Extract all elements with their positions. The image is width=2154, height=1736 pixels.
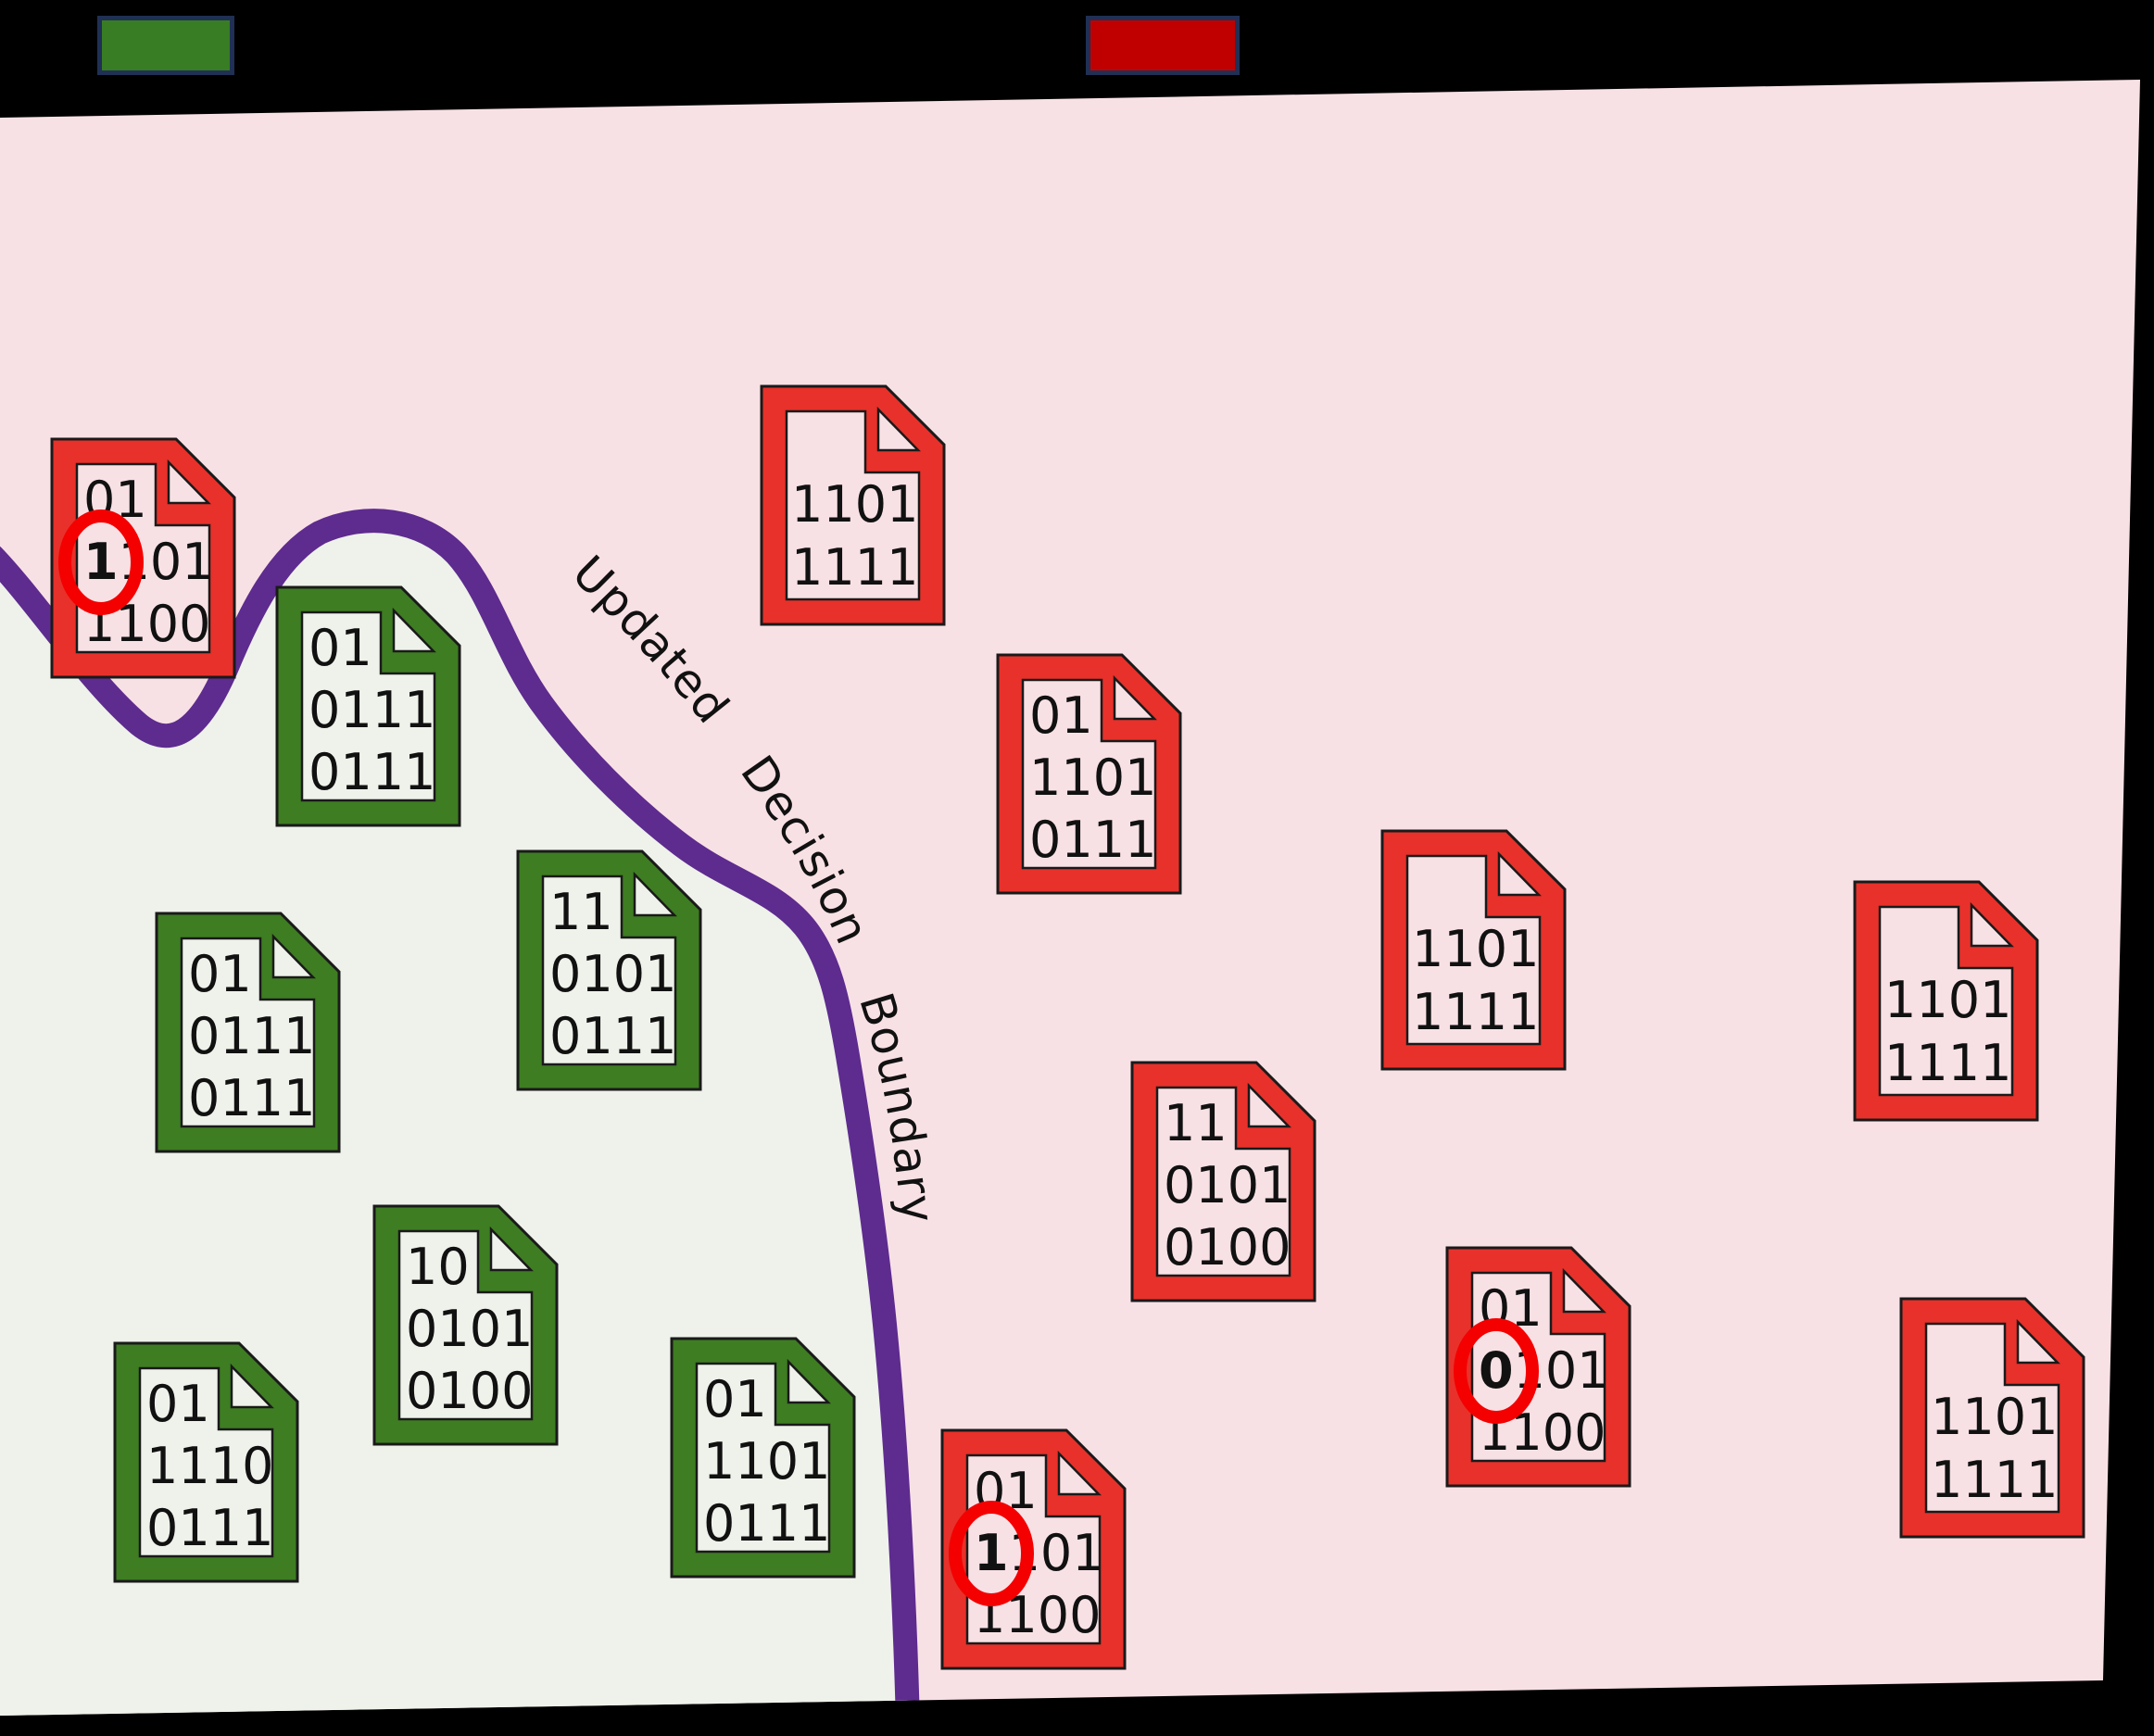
binary-line: 1111: [1412, 983, 1539, 1041]
circled-digit-marker: [58, 509, 144, 615]
binary-line: 0101: [549, 945, 676, 1003]
binary-line: 1101: [1884, 971, 2011, 1029]
binary-line: 11: [549, 883, 613, 941]
folded-corner-icon: [392, 607, 436, 653]
folded-corner-icon: [787, 1358, 831, 1404]
binary-line: 1111: [1931, 1451, 2058, 1509]
folded-corner-icon: [1562, 1267, 1606, 1314]
document-page: [1021, 678, 1157, 870]
folded-corner-icon: [876, 406, 921, 452]
binary-line: 01: [188, 945, 252, 1003]
binary-line: 0111: [703, 1494, 830, 1553]
folded-corner-icon: [1497, 850, 1542, 897]
binary-line: 1111: [1884, 1034, 2011, 1092]
binary-line: 1101: [1412, 920, 1539, 978]
binary-line: 1111: [791, 538, 918, 597]
binary-line: 01: [1029, 686, 1093, 745]
binary-line: 1101: [791, 475, 918, 534]
binary-line: 0101: [406, 1300, 533, 1358]
folded-corner-icon: [2016, 1318, 2060, 1365]
document-page: [180, 937, 316, 1128]
binary-line: 1110: [146, 1437, 273, 1495]
folded-corner-icon: [271, 933, 316, 979]
legend-green-swatch: [97, 16, 234, 75]
folded-corner-icon: [167, 459, 211, 505]
document-page: [1924, 1322, 2060, 1514]
binary-line: 01: [309, 619, 372, 677]
decision-boundary-curve: [0, 509, 920, 1716]
folded-corner-icon: [230, 1363, 274, 1409]
binary-line: 0111: [188, 1007, 315, 1065]
folded-corner-icon: [1970, 901, 2014, 948]
binary-line: 0100: [1164, 1218, 1291, 1277]
document-page: [541, 874, 677, 1066]
document-page: [1405, 854, 1542, 1046]
document-page: [397, 1229, 534, 1421]
binary-line: 0101: [1164, 1156, 1291, 1214]
binary-line: 0100: [406, 1362, 533, 1420]
binary-line: 01: [703, 1370, 767, 1428]
binary-line: 1101: [1931, 1388, 2058, 1446]
document-page: [785, 409, 921, 601]
binary-line: 10: [406, 1238, 470, 1296]
binary-line: 11: [1164, 1094, 1228, 1152]
folded-corner-icon: [489, 1226, 534, 1272]
folded-corner-icon: [1057, 1450, 1102, 1496]
binary-line: 0111: [309, 743, 435, 801]
binary-line: 0111: [309, 681, 435, 739]
binary-line: 0111: [188, 1069, 315, 1127]
document-page: [138, 1366, 274, 1558]
binary-line: 0111: [146, 1499, 273, 1557]
folded-corner-icon: [1113, 674, 1157, 721]
binary-line: 0111: [1029, 811, 1156, 869]
binary-line: 01: [146, 1375, 210, 1433]
binary-line: 1101: [703, 1432, 830, 1491]
binary-line-circled-digit-1: 1101: [974, 1524, 1104, 1582]
document-page: [1155, 1086, 1291, 1277]
binary-line: 1101: [1029, 748, 1156, 807]
folded-corner-icon: [633, 871, 677, 917]
binary-line-circled-digit-1: 1101: [83, 533, 214, 591]
document-page: [300, 610, 436, 802]
binary-line: 0111: [549, 1007, 676, 1065]
circled-digit-marker: [949, 1501, 1034, 1606]
document-page: [1878, 905, 2014, 1097]
circled-digit-marker: [1454, 1318, 1539, 1424]
folded-corner-icon: [1247, 1082, 1291, 1128]
legend-red-swatch: [1086, 16, 1240, 75]
binary-line-circled-digit-0: 0101: [1479, 1341, 1609, 1400]
document-page: [695, 1362, 831, 1554]
